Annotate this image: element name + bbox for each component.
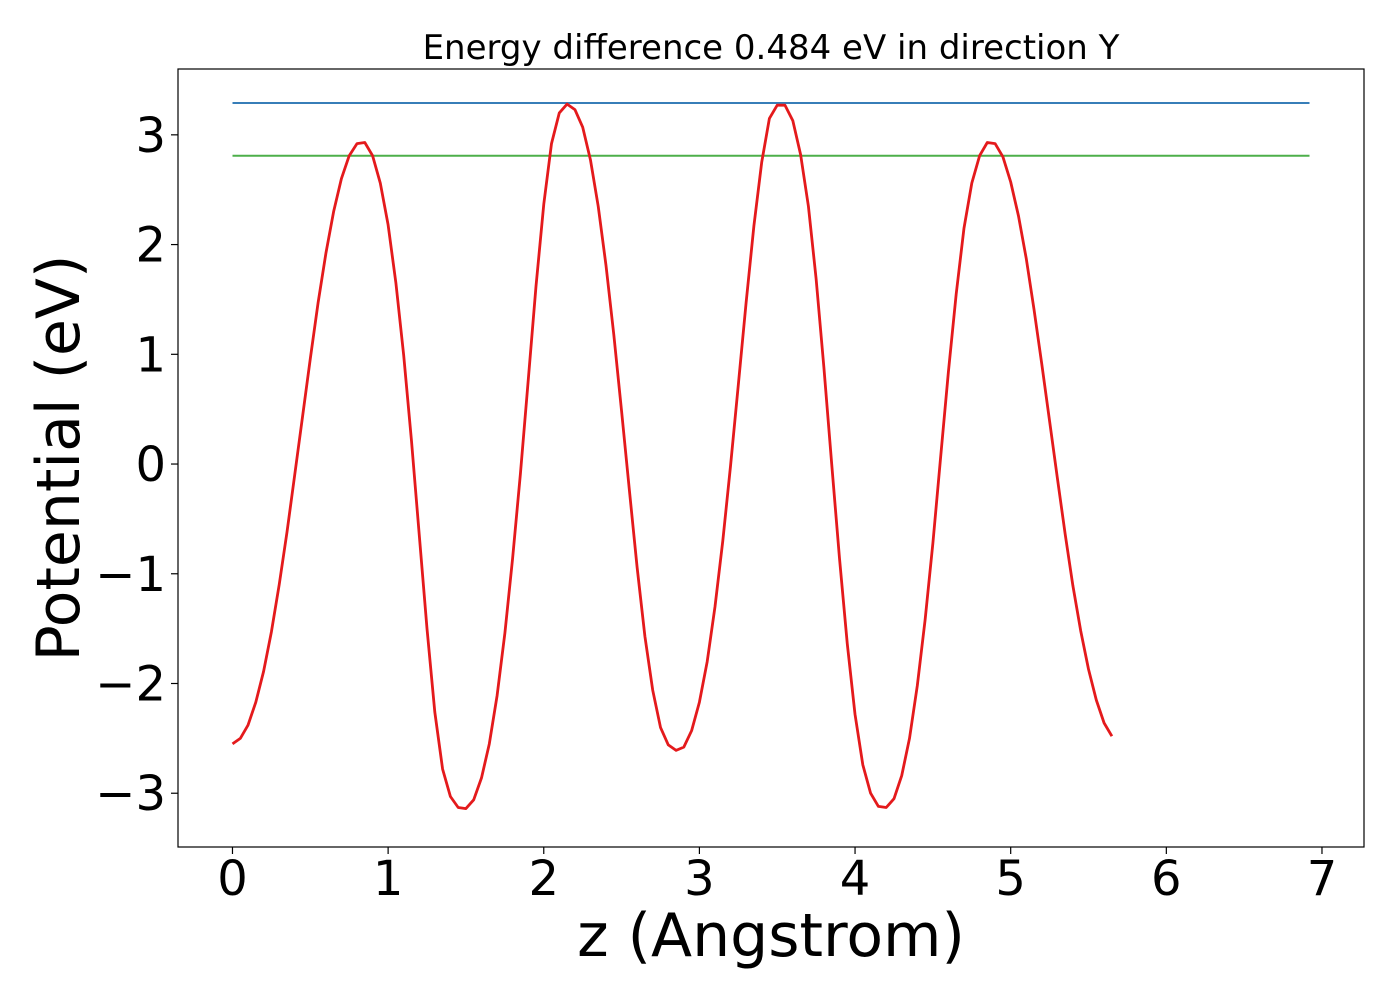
y-tick-label: −1 (95, 547, 166, 603)
x-tick-label: 0 (217, 851, 248, 907)
x-tick-label: 1 (373, 851, 404, 907)
x-tick-label: 3 (684, 851, 715, 907)
x-tick-label: 7 (1307, 851, 1338, 907)
y-tick-label: 1 (135, 327, 166, 383)
x-tick-label: 5 (995, 851, 1026, 907)
chart-title: Energy difference 0.484 eV in direction … (423, 28, 1120, 68)
plot-lines (231, 102, 1310, 810)
plot-frame (177, 68, 1365, 848)
x-tick-label: 4 (840, 851, 871, 907)
y-tick-label: −2 (95, 656, 166, 712)
x-tick-label: 2 (528, 851, 559, 907)
y-axis-label: Potential (eV) (24, 255, 94, 662)
axis-ticks: 0 1 2 3 4 5 6 7 −3 −2 −1 0 1 2 3 (95, 108, 1337, 907)
y-tick-label: 0 (135, 437, 166, 493)
y-tick-label: 3 (135, 108, 166, 164)
x-tick-label: 6 (1151, 851, 1182, 907)
y-tick-label: −3 (95, 766, 166, 822)
potential-curve (231, 102, 1114, 810)
y-tick-label: 2 (135, 218, 166, 274)
x-axis-label: z (Angstrom) (577, 901, 965, 971)
